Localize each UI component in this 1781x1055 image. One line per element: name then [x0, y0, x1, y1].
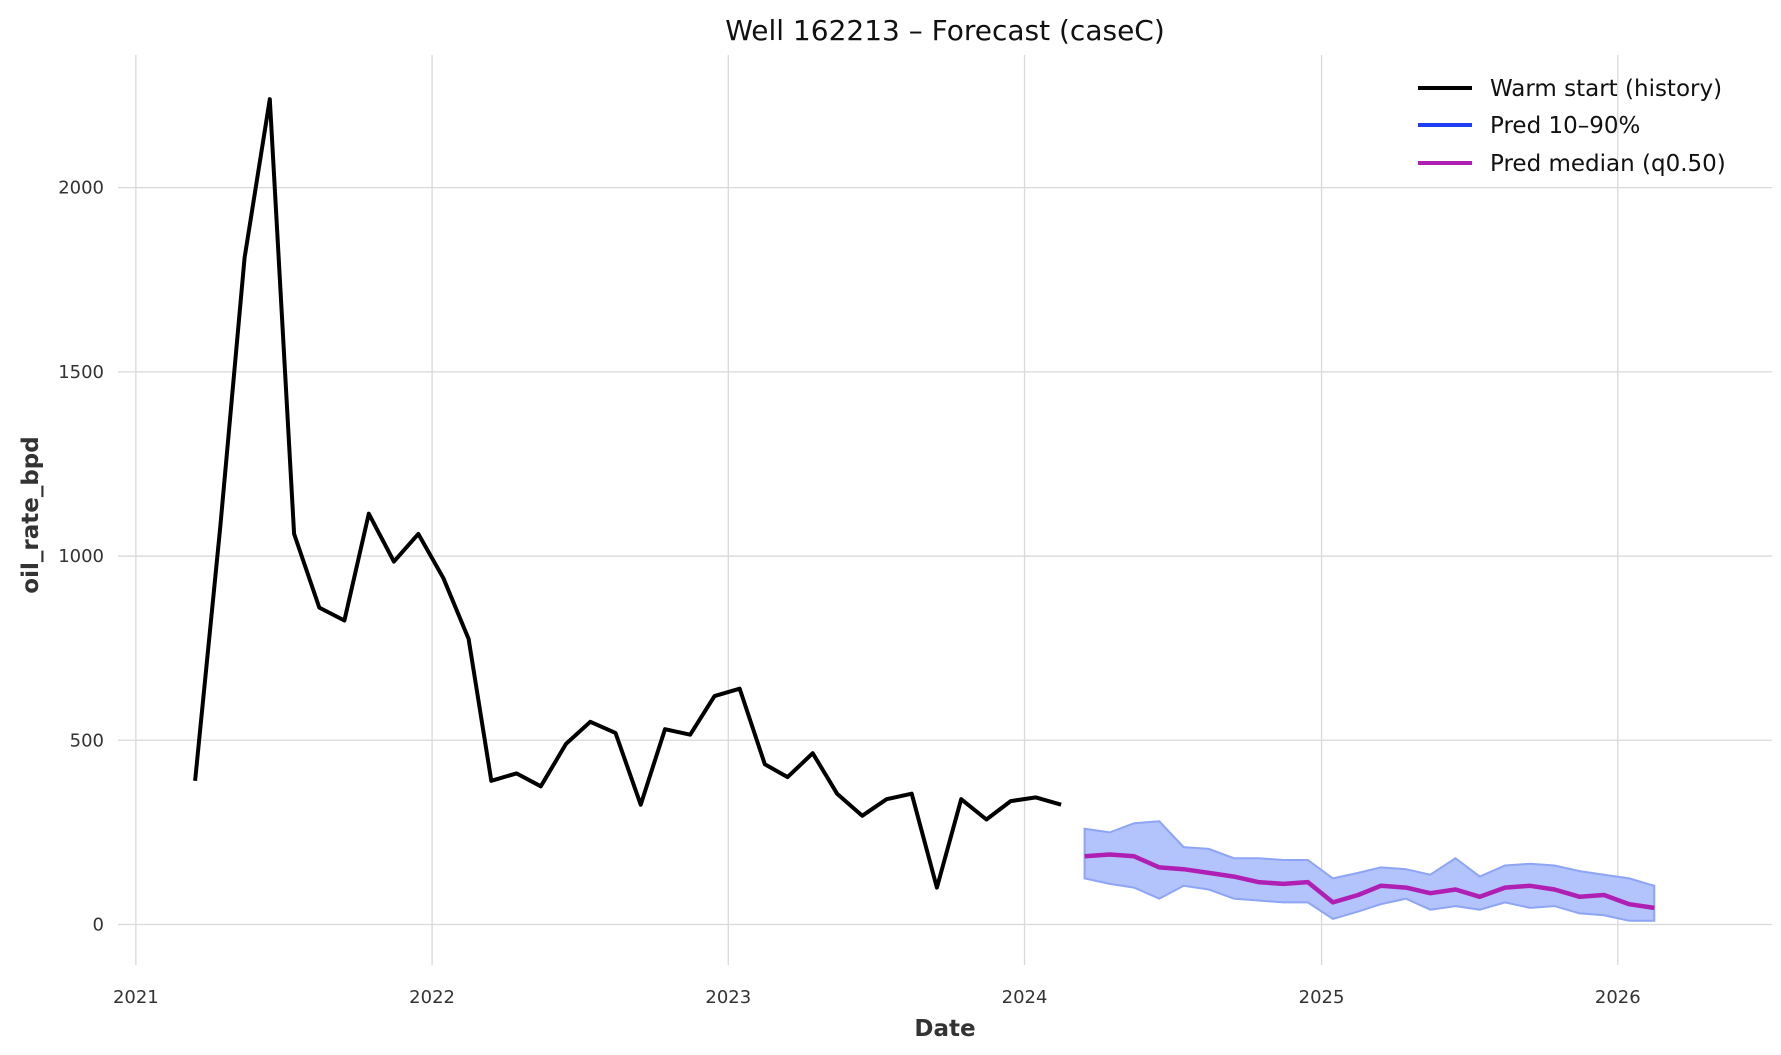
y-tick-label: 0 — [93, 914, 104, 935]
legend-label-median: Pred median (q0.50) — [1490, 151, 1726, 177]
pred-10-90-band — [1083, 820, 1656, 922]
y-tick-label: 500 — [70, 730, 104, 751]
x-tick-label: 2025 — [1299, 987, 1345, 1008]
x-tick-labels: 2021 2022 2023 2024 2025 2026 — [113, 987, 1641, 1008]
legend-label-band: Pred 10–90% — [1490, 113, 1640, 139]
y-axis-label: oil_rate_bpd — [18, 436, 44, 593]
x-tick-label: 2024 — [1002, 987, 1048, 1008]
legend-label-history: Warm start (history) — [1490, 76, 1722, 102]
x-tick-label: 2021 — [113, 987, 159, 1008]
x-gridlines — [135, 55, 1619, 965]
y-gridlines — [118, 186, 1772, 926]
x-tick-label: 2023 — [705, 987, 751, 1008]
y-tick-label: 1500 — [58, 362, 104, 383]
x-axis-label: Date — [914, 1016, 975, 1042]
y-tick-labels: 0 500 1000 1500 2000 — [58, 178, 104, 936]
y-tick-label: 2000 — [58, 178, 104, 199]
history-series-line — [193, 97, 1062, 890]
median-series-line — [1084, 852, 1655, 911]
x-tick-label: 2022 — [409, 987, 455, 1008]
legend: Warm start (history) Pred 10–90% Pred me… — [1418, 76, 1726, 177]
y-tick-label: 1000 — [58, 546, 104, 567]
chart-title: Well 162213 – Forecast (caseC) — [725, 14, 1165, 47]
x-tick-label: 2026 — [1595, 987, 1641, 1008]
